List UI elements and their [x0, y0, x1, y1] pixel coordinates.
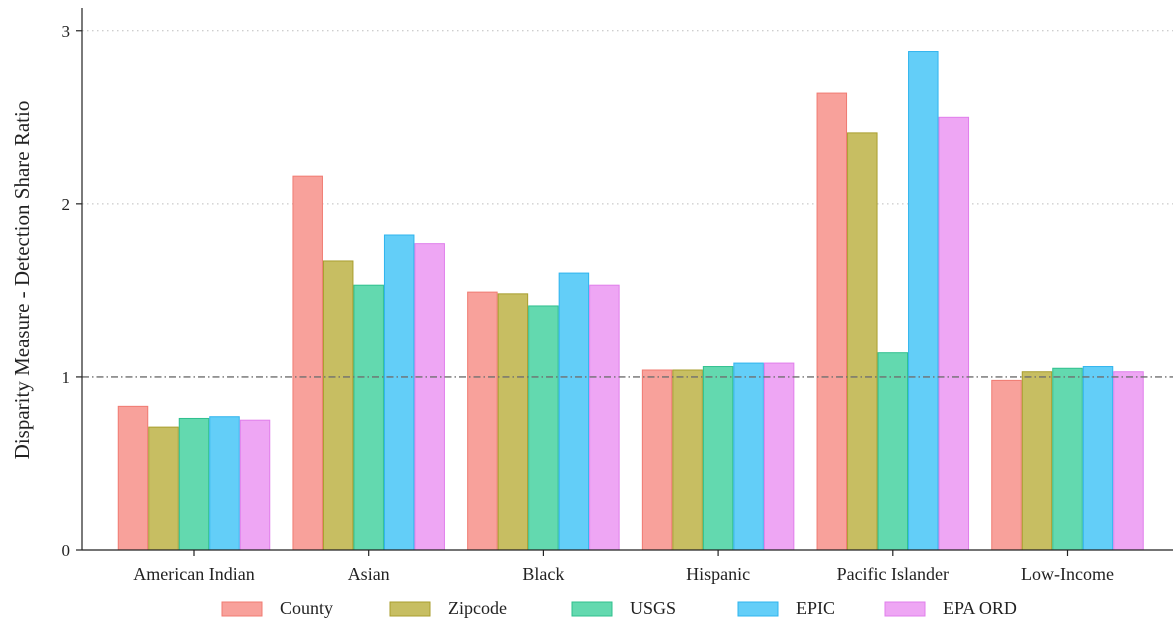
legend-label: County	[280, 598, 333, 618]
bar-county	[816, 92, 848, 551]
legend-swatch	[737, 601, 779, 617]
bar-epa-ord	[414, 243, 445, 551]
x-category-labels: American Indian Asian Black Hispanic Pacific…	[133, 550, 1114, 584]
y-tick-label: 3	[62, 22, 71, 41]
bar-epa-ord	[1113, 371, 1144, 551]
x-category-label: Low-Income	[1021, 564, 1114, 584]
y-axis-title: Disparity Measure - Detection Share Rati…	[10, 101, 34, 460]
bar-epa-ord	[938, 116, 970, 551]
x-category-label: Black	[522, 564, 564, 584]
bar-epa-ord	[589, 284, 620, 551]
y-tick-label: 0	[62, 541, 71, 560]
y-tick-label: 1	[62, 368, 71, 387]
legend-label: EPIC	[796, 598, 835, 618]
legend-label: USGS	[630, 598, 676, 618]
legend-swatch	[221, 601, 263, 617]
bar-usgs	[528, 305, 559, 551]
bar-county	[641, 369, 673, 551]
bar-usgs	[702, 366, 734, 551]
legend: County Zipcode USGS EPIC EPA ORD	[221, 598, 1017, 618]
x-category-label: Pacific Islander	[837, 564, 949, 584]
bar-epic	[558, 272, 590, 551]
bar-epic	[733, 362, 764, 551]
x-category-label: American Indian	[133, 564, 254, 584]
bar-epic	[908, 51, 939, 551]
bar-county	[292, 175, 323, 551]
bar-epa-ord	[763, 362, 795, 551]
legend-label: EPA ORD	[943, 598, 1017, 618]
legend-swatch	[884, 601, 926, 617]
legend-swatch	[389, 601, 431, 617]
x-category-label: Asian	[348, 564, 390, 584]
bar-county	[467, 291, 498, 551]
y-tick-label: 2	[62, 195, 71, 214]
bar-county	[991, 379, 1022, 551]
bar-county	[117, 405, 149, 551]
y-ticks: 0 1 2 3	[62, 22, 82, 560]
bar-zipcode	[847, 132, 878, 551]
bar-zipcode	[1021, 371, 1053, 551]
bar-zipcode	[497, 293, 529, 551]
bar-epic	[1082, 366, 1114, 551]
bar-usgs	[1052, 367, 1083, 551]
legend-label: Zipcode	[448, 598, 507, 618]
bar-epic	[383, 234, 415, 551]
x-category-label: Hispanic	[686, 564, 750, 584]
bar-usgs	[877, 352, 909, 551]
legend-swatch	[571, 601, 613, 617]
bar-epic	[209, 416, 240, 551]
bar-epa-ord	[239, 419, 271, 551]
grid-layer	[82, 30, 1173, 205]
bar-zipcode	[322, 260, 354, 551]
bar-usgs	[353, 284, 384, 551]
bars-layer	[82, 51, 1173, 551]
bar-zipcode	[148, 426, 179, 551]
bar-usgs	[178, 417, 210, 551]
bar-zipcode	[672, 369, 703, 551]
axes-layer	[81, 8, 1173, 551]
